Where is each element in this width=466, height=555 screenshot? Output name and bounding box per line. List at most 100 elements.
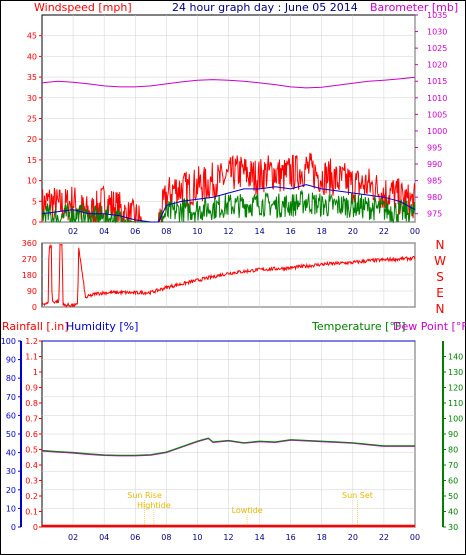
humidity-tick-label: 50 <box>6 430 16 439</box>
barometer-tick-label: 990 <box>427 160 442 169</box>
time-tick-label: 12 <box>223 533 233 542</box>
humidity-tick-label: 0 <box>11 523 16 532</box>
temperature-tick-label: 110 <box>448 399 463 408</box>
wind-series <box>41 76 416 224</box>
time-tick-label: 18 <box>317 533 327 542</box>
temperature-tick-label: 60 <box>448 477 458 486</box>
rainfall-tick-label: 0.7 <box>25 415 38 424</box>
wind-gridlines <box>42 15 416 223</box>
humidity-tick-label: 60 <box>6 411 16 420</box>
barometer-tick-label: 980 <box>427 193 442 202</box>
time-tick-label: 10 <box>192 227 202 236</box>
temperature-label: Temperature [°F] <box>311 320 406 333</box>
humidity-tick-label: 10 <box>6 504 16 513</box>
annotation-label: Hightide <box>137 501 171 510</box>
time-tick-label: 06 <box>130 227 140 236</box>
annotation-label: Lowtide <box>232 506 263 515</box>
annotation-label: Sun Set <box>342 491 373 500</box>
windspeed-label: Windspeed [mph] <box>34 1 132 14</box>
time-tick-label: 16 <box>286 533 296 542</box>
compass-label-s: S <box>436 270 444 284</box>
temperature-tick-label: 140 <box>448 353 463 362</box>
time-tick-label: 00 <box>410 533 420 542</box>
barometer-tick-label: 1020 <box>427 61 447 70</box>
time-tick-label: 20 <box>348 533 358 542</box>
time-tick-label: 20 <box>348 227 358 236</box>
rainfall-axis: 0 0.1 0.2 0.3 0.4 0.5 0.6 0.7 0.8 0.9 1 1.1 1.2 <box>25 337 42 532</box>
time-tick-label: 18 <box>317 227 327 236</box>
barometer-tick-label: 1010 <box>427 94 447 103</box>
barometer-tick-label: 995 <box>427 143 442 152</box>
rainfall-tick-label: 0.8 <box>25 399 38 408</box>
time-tick-label: 04 <box>99 533 109 542</box>
windspeed-tick-label: 40 <box>27 52 37 61</box>
temperature-line <box>41 437 415 456</box>
time-tick-label: 08 <box>161 533 171 542</box>
time-tick-label: 22 <box>379 227 389 236</box>
temperature-tick-label: 80 <box>448 446 458 455</box>
rainfall-tick-label: 0 <box>33 523 38 532</box>
time-tick-label: 04 <box>99 227 109 236</box>
rainfall-tick-label: 0.2 <box>25 492 38 501</box>
time-tick-label: 10 <box>192 533 202 542</box>
humidity-tick-label: 80 <box>6 374 16 383</box>
direction-tick-label: 90 <box>27 287 37 296</box>
time-tick-label: 22 <box>379 533 389 542</box>
windspeed-tick-label: 15 <box>27 156 37 165</box>
direction-tick-label: 0 <box>32 303 37 312</box>
time-tick-label: 14 <box>254 227 264 236</box>
humidity-tick-label: 70 <box>6 393 16 402</box>
time-tick-label: 14 <box>254 533 264 542</box>
rainfall-tick-label: 1.1 <box>25 353 38 362</box>
compass-label-e: E <box>436 286 444 300</box>
humidity-tick-label: 20 <box>6 486 16 495</box>
graph-title: 24 hour graph day : June 05 2014 <box>172 1 358 14</box>
barometer-tick-label: 985 <box>427 177 442 186</box>
barometer-tick-label: 975 <box>427 210 442 219</box>
barometer-tick-label: 1015 <box>427 77 447 86</box>
temperature-tick-label: 30 <box>448 523 458 532</box>
annotation-label: Sun Rise <box>127 491 162 500</box>
rainfall-tick-label: 1 <box>33 368 38 377</box>
time-tick-label: 08 <box>161 227 171 236</box>
windspeed-tick-label: 35 <box>27 73 37 82</box>
barometer-axis: 975 980 985 990 995 1000 1005 1010 1015 1020 1025 1… <box>415 11 447 219</box>
barometer-tick-label: 1005 <box>427 110 447 119</box>
barometer-line <box>41 76 416 89</box>
compass-label-w: W <box>434 254 446 268</box>
windspeed-tick-label: 5 <box>32 197 37 206</box>
temperature-tick-label: 100 <box>448 415 463 424</box>
rainfall-tick-label: 0.1 <box>25 508 38 517</box>
humidity-tick-label: 40 <box>6 449 16 458</box>
dewpoint-label: Dew Point [°F] <box>393 320 466 333</box>
rainfall-tick-label: 0.3 <box>25 477 38 486</box>
wind-low-line <box>41 189 416 224</box>
direction-degree-axis: 0 90 180 270 360 <box>22 239 37 312</box>
rainfall-tick-label: 0.9 <box>25 384 38 393</box>
direction-gridlines <box>42 242 416 308</box>
windspeed-tick-label: 0 <box>32 218 37 227</box>
time-tick-label: 00 <box>410 227 420 236</box>
time-tick-label: 02 <box>68 533 78 542</box>
climate-time-axis: 02 04 06 08 10 12 14 16 18 20 22 00 <box>68 533 420 542</box>
wind-direction-line <box>41 243 416 309</box>
wind-speed-axis: 0 5 10 15 20 25 30 35 40 45 <box>27 32 42 227</box>
temperature-axis: 30 40 50 60 70 80 90 100 110 120 130 140 <box>442 341 463 532</box>
dewpoint-line <box>41 438 415 457</box>
windspeed-tick-label: 25 <box>27 115 37 124</box>
windspeed-tick-label: 20 <box>27 135 37 144</box>
rainfall-tick-label: 0.4 <box>25 461 38 470</box>
rainfall-tick-label: 0.5 <box>25 446 38 455</box>
rainfall-tick-label: 0.6 <box>25 430 38 439</box>
humidity-label: Humidity [%] <box>66 320 138 333</box>
barometer-tick-label: 1000 <box>427 127 447 136</box>
temperature-tick-label: 40 <box>448 508 458 517</box>
rainfall-tick-label: 1.2 <box>25 337 38 346</box>
wind-average-line <box>41 184 416 223</box>
time-tick-label: 12 <box>223 227 233 236</box>
temperature-tick-label: 50 <box>448 492 458 501</box>
